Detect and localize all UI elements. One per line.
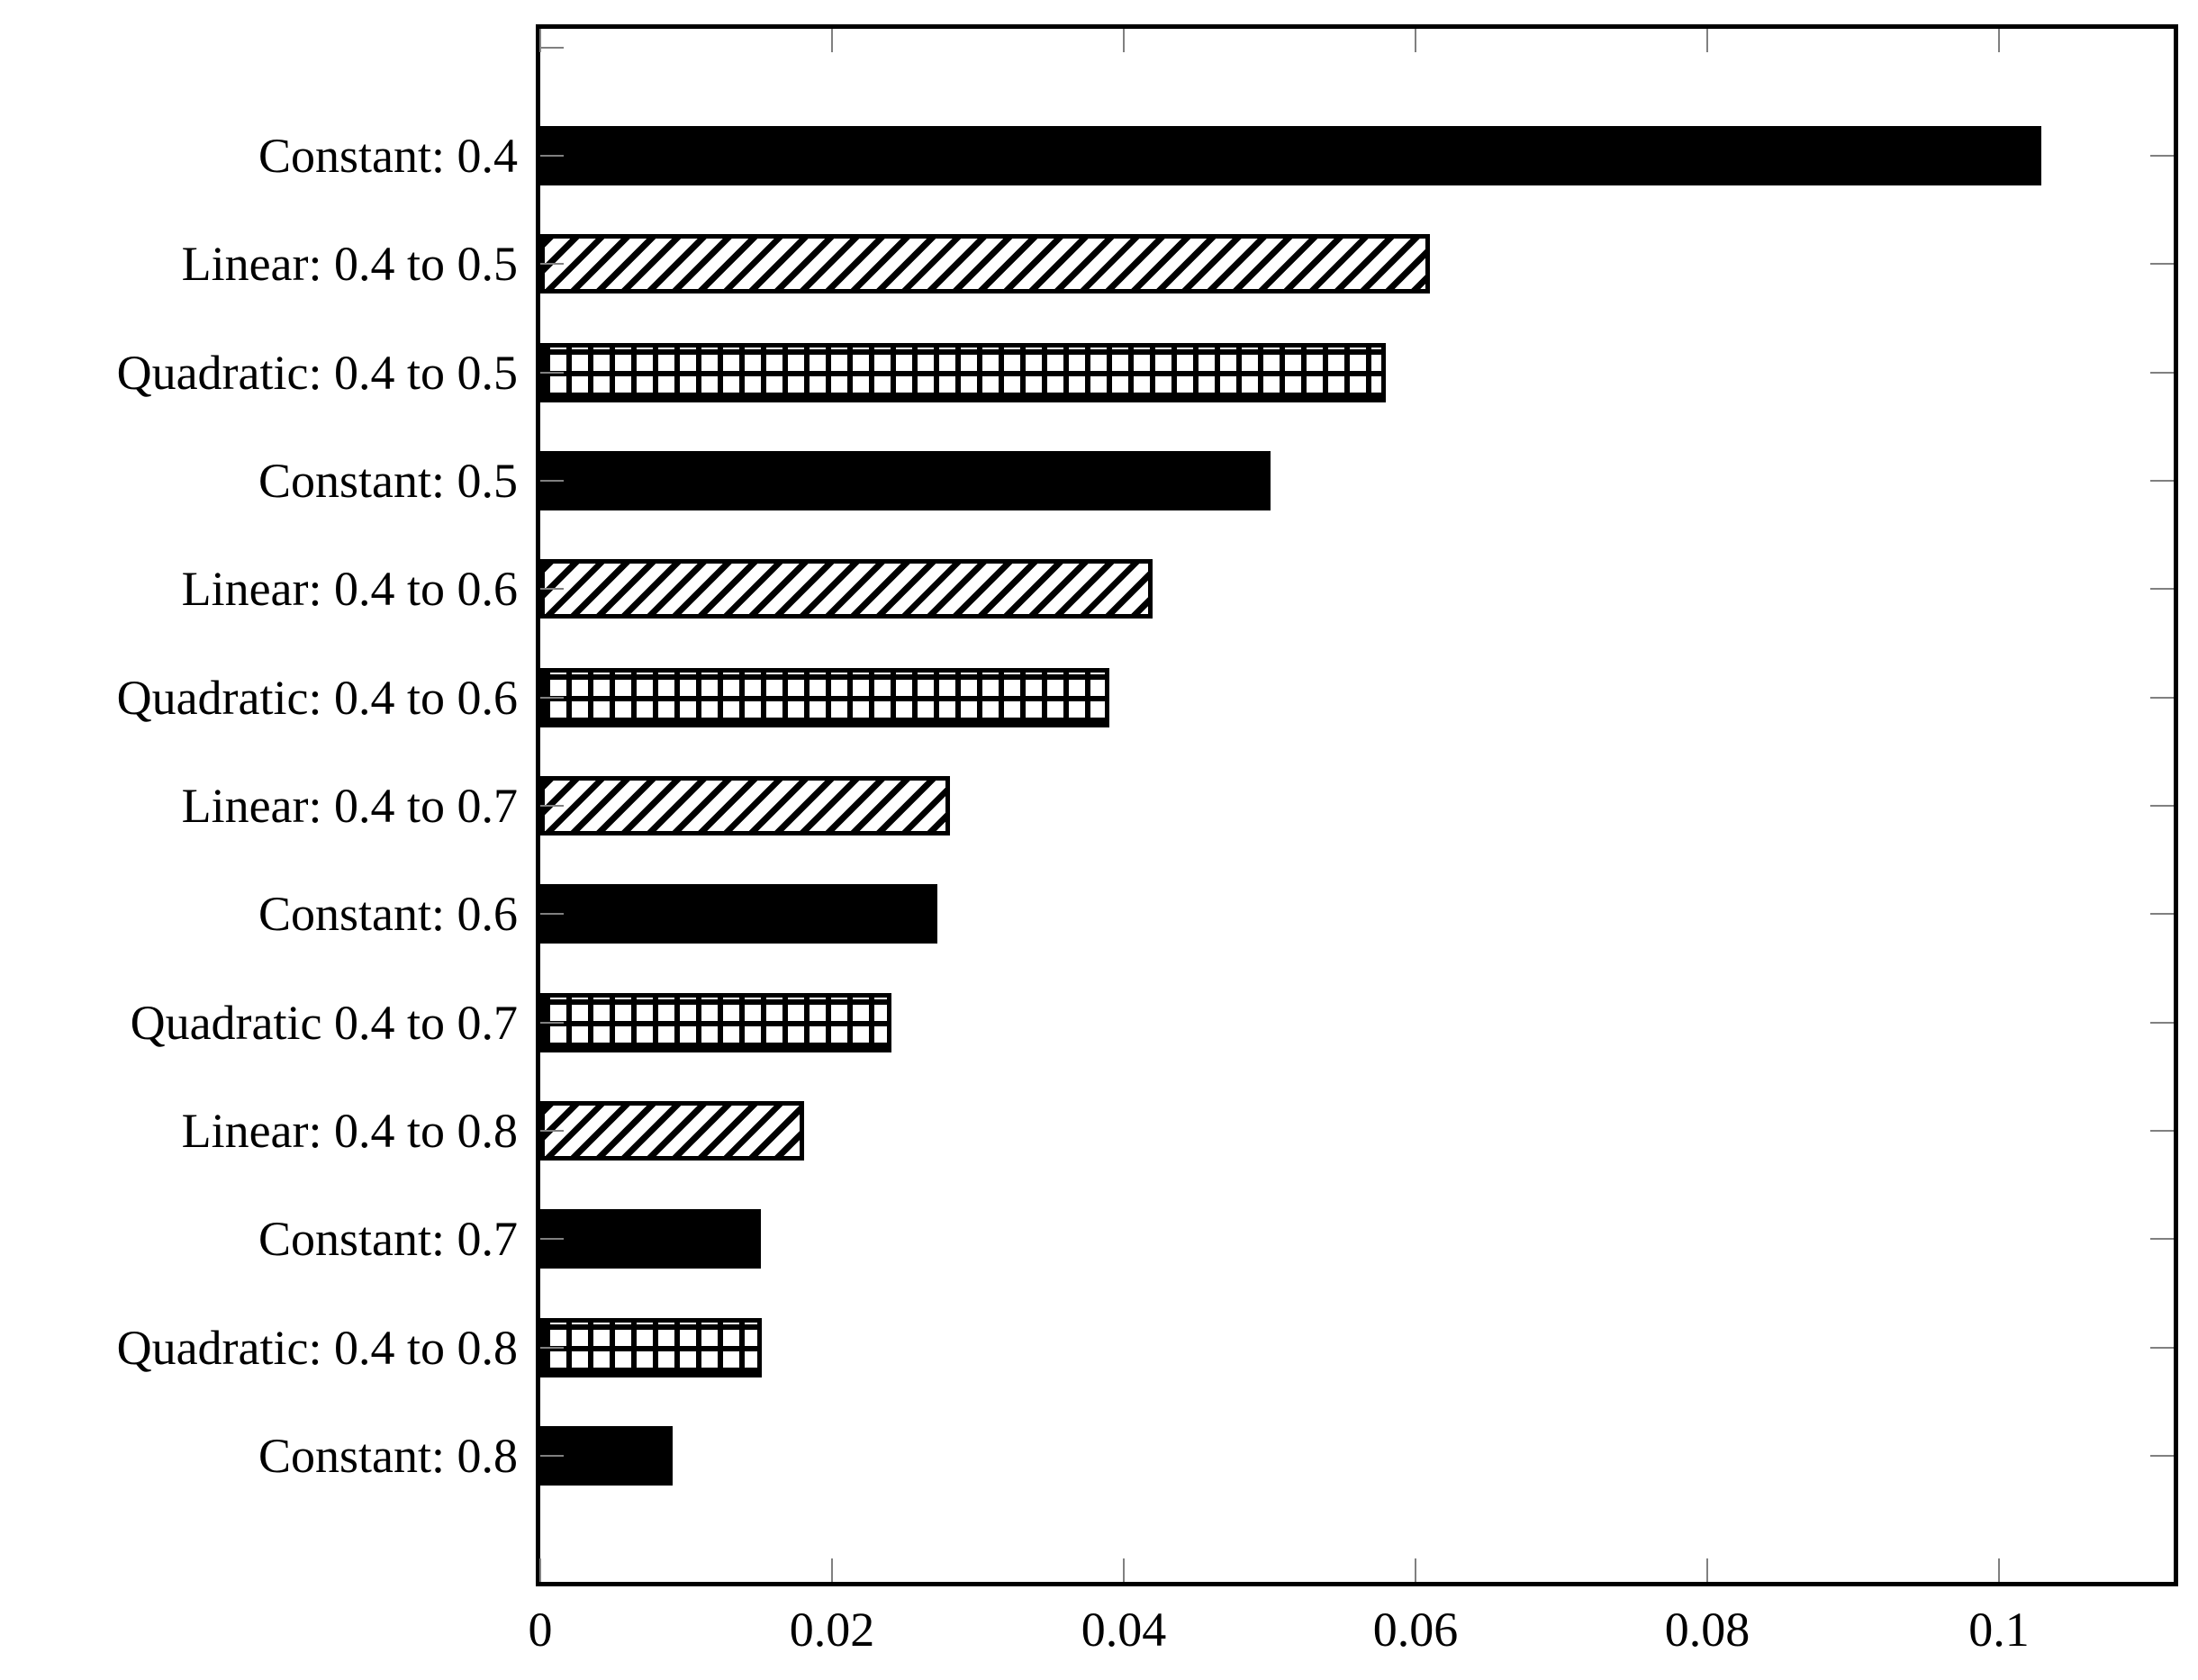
bar-quadratic-0.4-to-0.8 xyxy=(540,1317,762,1377)
y-tick-right xyxy=(2150,913,2174,916)
x-tick-label-0.1: 0.1 xyxy=(1968,1603,2030,1657)
y-tick-left xyxy=(540,371,564,374)
x-tick-label-0: 0 xyxy=(528,1603,553,1657)
bar-constant-0.7 xyxy=(540,1209,761,1269)
x-tick-bottom xyxy=(831,1558,833,1582)
y-tick-right xyxy=(2150,479,2174,482)
x-tick-top xyxy=(1998,29,2000,52)
bar-quadratic-0.4-to-0.7 xyxy=(540,992,891,1052)
x-tick-top xyxy=(1706,29,1708,52)
bar-quadratic-0.4-to-0.5 xyxy=(540,342,1386,402)
y-tick-right xyxy=(2150,1454,2174,1457)
y-tick-left xyxy=(540,479,564,482)
plot-area xyxy=(536,24,2178,1586)
category-label-quadratic-0.4-to-0.7: Quadratic 0.4 to 0.7 xyxy=(130,995,518,1050)
category-label-constant-0.4: Constant: 0.4 xyxy=(258,129,518,183)
y-tick-right xyxy=(2150,588,2174,591)
x-tick-bottom xyxy=(1123,1558,1125,1582)
y-tick-left xyxy=(540,804,564,807)
y-tick-right xyxy=(2150,1238,2174,1241)
y-tick-right xyxy=(2150,804,2174,807)
bar-constant-0.4 xyxy=(540,126,2041,185)
y-tick-left xyxy=(540,913,564,916)
category-label-quadratic-0.4-to-0.8: Quadratic: 0.4 to 0.8 xyxy=(116,1320,518,1375)
bar-constant-0.5 xyxy=(540,450,1271,510)
y-tick-right xyxy=(2150,1346,2174,1349)
category-label-quadratic-0.4-to-0.6: Quadratic: 0.4 to 0.6 xyxy=(116,670,518,725)
x-tick-top xyxy=(1123,29,1125,52)
y-tick-right xyxy=(2150,371,2174,374)
y-tick-left xyxy=(540,155,564,157)
bar-linear-0.4-to-0.5 xyxy=(540,234,1430,294)
y-tick-left xyxy=(540,588,564,591)
x-tick-top xyxy=(831,29,833,52)
category-label-linear-0.4-to-0.7: Linear: 0.4 to 0.7 xyxy=(181,778,518,833)
category-label-linear-0.4-to-0.8: Linear: 0.4 to 0.8 xyxy=(181,1103,518,1158)
category-label-constant-0.5: Constant: 0.5 xyxy=(258,453,518,508)
x-tick-label-0.04: 0.04 xyxy=(1081,1603,1167,1657)
y-tick-left xyxy=(540,1454,564,1457)
y-tick-left xyxy=(540,1021,564,1024)
x-tick-top xyxy=(539,29,541,52)
x-tick-label-0.08: 0.08 xyxy=(1664,1603,1750,1657)
y-tick-left xyxy=(540,1346,564,1349)
bar-constant-0.6 xyxy=(540,884,937,944)
x-tick-bottom xyxy=(1706,1558,1708,1582)
category-label-constant-0.6: Constant: 0.6 xyxy=(258,887,518,942)
x-tick-label-0.06: 0.06 xyxy=(1372,1603,1459,1657)
category-label-constant-0.7: Constant: 0.7 xyxy=(258,1212,518,1267)
category-label-linear-0.4-to-0.6: Linear: 0.4 to 0.6 xyxy=(181,562,518,617)
y-tick-right xyxy=(2150,155,2174,157)
y-tick-left xyxy=(540,46,564,49)
bar-linear-0.4-to-0.7 xyxy=(540,775,950,835)
category-label-quadratic-0.4-to-0.5: Quadratic: 0.4 to 0.5 xyxy=(116,345,518,400)
y-tick-left xyxy=(540,263,564,266)
x-tick-bottom xyxy=(1415,1558,1416,1582)
x-tick-top xyxy=(1415,29,1416,52)
x-tick-label-0.02: 0.02 xyxy=(789,1603,875,1657)
y-tick-right xyxy=(2150,1021,2174,1024)
category-label-linear-0.4-to-0.5: Linear: 0.4 to 0.5 xyxy=(181,237,518,292)
bar-linear-0.4-to-0.6 xyxy=(540,559,1153,619)
y-tick-right xyxy=(2150,263,2174,266)
y-tick-left xyxy=(540,696,564,699)
y-tick-left xyxy=(540,1238,564,1241)
category-label-constant-0.8: Constant: 0.8 xyxy=(258,1428,518,1483)
x-tick-bottom xyxy=(539,1558,541,1582)
y-tick-left xyxy=(540,1129,564,1132)
y-tick-right xyxy=(2150,1129,2174,1132)
y-tick-right xyxy=(2150,696,2174,699)
bar-quadratic-0.4-to-0.6 xyxy=(540,667,1109,727)
x-tick-bottom xyxy=(1998,1558,2000,1582)
bar-linear-0.4-to-0.8 xyxy=(540,1100,804,1161)
